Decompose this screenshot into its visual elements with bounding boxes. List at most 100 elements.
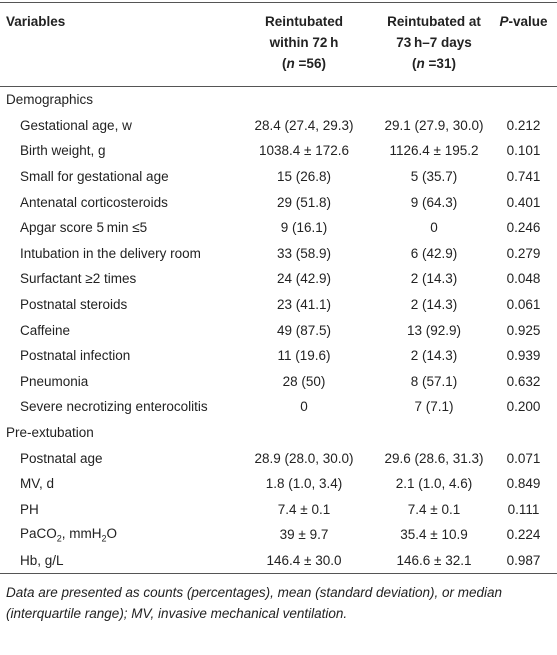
label-text: Severe necrotizing enterocolitis	[20, 399, 208, 415]
header-text: within 72 h	[269, 35, 339, 50]
label-sub: 2	[101, 533, 107, 544]
label-text: , mmH	[61, 526, 102, 542]
cell: 5 (35.7)	[410, 169, 458, 185]
header-row: Variables Reintubated within 72 h (n =56) Re…	[0, 2, 557, 87]
cell: 11 (19.6)	[277, 348, 331, 364]
cell: 0.925	[506, 322, 541, 338]
cell: 2 (14.3)	[410, 297, 458, 313]
cell: 0.632	[506, 373, 541, 389]
label-text: Gestational age, w	[20, 117, 132, 133]
cell: 29.1 (27.9, 30.0)	[384, 117, 484, 133]
label-text: Hb, g/L	[20, 552, 64, 568]
row-label: Hb, g/L	[0, 547, 230, 575]
header-line: 73 h–7 days	[380, 32, 488, 53]
label-text: Caffeine	[20, 322, 71, 338]
row-label: Antenatal corticosteroids	[0, 189, 230, 215]
data-row: Intubation in the delivery room 33 (58.9)…	[0, 241, 557, 267]
data-row: Postnatal age 28.9 (28.0, 30.0) 29.6 (28.6…	[0, 445, 557, 471]
header-italic: P	[499, 14, 509, 29]
header-line: Variables	[6, 11, 228, 32]
cell: 0.061	[506, 297, 541, 313]
label-text: Postnatal steroids	[20, 297, 128, 313]
footnote: Data are presented as counts (percentage…	[6, 585, 503, 622]
data-row: Hb, g/L 146.4 ± 30.0 146.6 ± 32.1 0.987	[0, 547, 557, 575]
label-text: Postnatal age	[20, 450, 103, 466]
label-text: PaCO	[20, 526, 57, 542]
cell: 28.9 (28.0, 30.0)	[254, 450, 354, 466]
cell: 2.1 (1.0, 4.6)	[395, 476, 473, 492]
header-count: (n =56)	[232, 53, 376, 74]
column-header: Reintubated within 72 h (n =56)	[230, 2, 378, 87]
cell: 35.4 ± 10.9	[400, 527, 468, 543]
data-row: Gestational age, w 28.4 (27.4, 29.3) 29.1 …	[0, 113, 557, 139]
cell: 1126.4 ± 195.2	[389, 143, 479, 159]
row-label: Gestational age, w	[0, 113, 230, 139]
cell: 0.939	[506, 348, 541, 364]
table-header: Variables Reintubated within 72 h (n =56) Re…	[0, 2, 557, 87]
data-row: Pneumonia 28 (50) 8 (57.1) 0.632	[0, 369, 557, 395]
count-part: n	[416, 56, 425, 71]
count-part: =56)	[294, 56, 326, 71]
section-row: Pre-extubation	[0, 420, 557, 446]
column-header: Variables	[0, 2, 230, 87]
cell: 15 (26.8)	[276, 169, 332, 185]
cell: 6 (42.9)	[410, 245, 458, 261]
cell: 9 (16.1)	[280, 220, 328, 236]
label-text: Antenatal corticosteroids	[20, 194, 168, 210]
label-text: Pneumonia	[20, 373, 89, 389]
data-table: Variables Reintubated within 72 h (n =56) Re…	[0, 2, 557, 575]
cell: 8 (57.1)	[410, 373, 458, 389]
cell: 0	[430, 220, 438, 236]
data-row: Antenatal corticosteroids 29 (51.8) 9 (64.…	[0, 189, 557, 215]
cell: 33 (58.9)	[276, 245, 332, 261]
header-text: 73 h–7 days	[396, 35, 472, 50]
row-label: Small for gestational age	[0, 164, 230, 190]
label-text: Postnatal infection	[20, 348, 131, 364]
cell: 0.849	[506, 476, 541, 492]
column-header: Reintubated at 73 h–7 days (n =31)	[378, 2, 490, 87]
cell: 13 (92.9)	[406, 322, 462, 338]
row-label: Severe necrotizing enterocolitis	[0, 394, 230, 420]
cell: 0.224	[506, 527, 541, 543]
row-label: Postnatal steroids	[0, 292, 230, 318]
cell: 0.279	[506, 245, 541, 261]
data-row: Small for gestational age 15 (26.8) 5 (35.…	[0, 164, 557, 190]
row-label: Intubation in the delivery room	[0, 241, 230, 267]
cell: 146.6 ± 32.1	[378, 547, 490, 575]
section-title: Pre-extubation	[6, 425, 94, 441]
cell: 7 (7.1)	[414, 399, 454, 415]
cell: 0.111	[507, 501, 540, 517]
cell: 0.101	[506, 143, 541, 159]
row-label: Postnatal age	[0, 445, 230, 471]
cell: 28.4 (27.4, 29.3)	[254, 117, 354, 133]
row-label: MV, d	[0, 471, 230, 497]
column-header: P-value	[490, 2, 557, 87]
header-line: P-value	[492, 11, 555, 32]
row-label: Surfactant ≥2 times	[0, 266, 230, 292]
cell: 29 (51.8)	[276, 194, 332, 210]
table-body: Demographics Gestational age, w 28.4 (27.4…	[0, 87, 557, 575]
row-label: Birth weight, g	[0, 138, 230, 164]
cell: 7.4 ± 0.1	[277, 501, 331, 517]
cell: 7.4 ± 0.1	[407, 501, 461, 517]
label-text: MV, d	[20, 476, 55, 492]
cell: 0.741	[506, 169, 541, 185]
count-part: n	[286, 56, 295, 71]
cell: 0.212	[506, 117, 541, 133]
cell: 2 (14.3)	[410, 271, 458, 287]
data-row: Birth weight, g 1038.4 ± 172.6 1126.4 ± 19…	[0, 138, 557, 164]
label-sub: 2	[56, 533, 62, 544]
label-text: Small for gestational age	[20, 169, 169, 185]
cell: 1038.4 ± 172.6	[259, 143, 349, 159]
label-text: Apgar score 5 min ≤5	[20, 220, 148, 236]
section-title: Demographics	[6, 92, 94, 108]
header-text: Variables	[6, 14, 66, 29]
header-count: (n =31)	[380, 53, 488, 74]
label-text: Intubation in the delivery room	[20, 245, 201, 261]
cell: 1.8 (1.0, 3.4)	[265, 476, 343, 492]
data-row: Postnatal steroids 23 (41.1) 2 (14.3) 0.061	[0, 292, 557, 318]
cell: 0.071	[506, 450, 541, 466]
data-row: Apgar score 5 min ≤5 9 (16.1) 0 0.246	[0, 215, 557, 241]
data-row: MV, d 1.8 (1.0, 3.4) 2.1 (1.0, 4.6) 0.849	[0, 471, 557, 497]
